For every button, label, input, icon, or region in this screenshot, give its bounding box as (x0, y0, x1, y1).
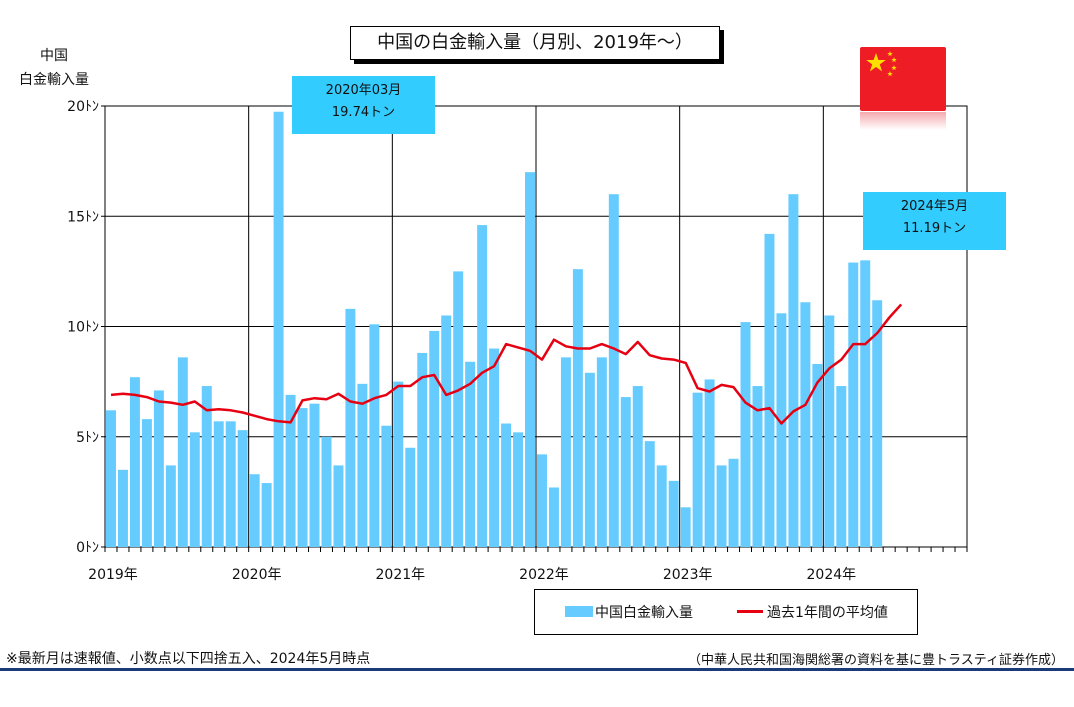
legend: 中国白金輸入量 過去1年間の平均値 (534, 589, 918, 635)
china-flag-icon (860, 47, 946, 111)
y-axis-title: 中国 白金輸入量 (14, 44, 94, 92)
bar (465, 361, 476, 547)
bar (716, 465, 727, 547)
bar (680, 507, 691, 547)
bar (393, 381, 404, 547)
callout-latest-date: 2024年5月 (900, 199, 969, 214)
x-tick-label: 2024年 (807, 567, 857, 583)
bottom-rule (0, 668, 1074, 671)
bar (357, 383, 368, 547)
bar (381, 425, 392, 547)
x-tick-label: 2019年 (88, 567, 138, 583)
bar (572, 269, 583, 547)
y-tick-label: 10ﾄﾝ (67, 320, 99, 336)
y-axis-title-line2: 白金輸入量 (19, 72, 89, 88)
x-tick-label: 2023年 (663, 567, 713, 583)
source-note: （中華人民共和国海関総署の資料を基に豊トラスティ証券作成） (688, 653, 1064, 668)
legend-bar-label: 中国白金輸入量 (595, 605, 693, 621)
bar (201, 386, 212, 547)
bar (285, 394, 296, 547)
bar (309, 403, 320, 547)
bar (860, 260, 871, 547)
bar (656, 465, 667, 547)
bar (596, 357, 607, 547)
bar (764, 233, 775, 547)
bar (249, 474, 260, 547)
y-tick-label: 15ﾄﾝ (67, 209, 99, 225)
bar (429, 330, 440, 547)
legend-bar-swatch (565, 606, 593, 617)
y-tick-label: 5ﾄﾝ (76, 430, 99, 446)
bar (345, 308, 356, 547)
bar (872, 300, 883, 547)
bar (489, 348, 500, 547)
moving-average-line (110, 303, 903, 425)
bar (704, 379, 715, 547)
bar (728, 458, 739, 547)
bar (501, 423, 512, 547)
legend-line-label: 過去1年間の平均値 (767, 605, 888, 621)
legend-line-swatch (737, 610, 763, 613)
bar (812, 363, 823, 547)
bar (417, 352, 428, 547)
bar (548, 487, 559, 547)
bar (177, 357, 188, 547)
y-tick-label: 20ﾄﾝ (67, 99, 99, 115)
bar (453, 271, 464, 547)
bar (632, 386, 643, 547)
bar (321, 436, 332, 547)
bar (692, 392, 703, 547)
bar (776, 313, 787, 547)
callout-peak-2020: 2020年03月 19.74トン (292, 76, 435, 134)
bar (477, 225, 488, 547)
x-tick-label: 2022年 (519, 567, 569, 583)
bar (800, 302, 811, 547)
callout-latest-2024: 2024年5月 11.19トン (863, 192, 1006, 250)
bar (117, 469, 128, 547)
y-tick-label: 0ﾄﾝ (76, 540, 99, 556)
bar (668, 480, 679, 547)
bar (333, 465, 344, 547)
bar (513, 432, 524, 547)
bar (106, 410, 116, 547)
bar (261, 483, 272, 547)
bar (560, 357, 571, 547)
callout-peak-value: 19.74トン (331, 105, 396, 120)
bar (836, 386, 847, 547)
bar (608, 194, 619, 547)
bar (405, 447, 416, 547)
bar (525, 172, 535, 547)
bar (644, 441, 655, 547)
bar (537, 454, 547, 547)
bar (129, 377, 140, 547)
callout-latest-value: 11.19トン (902, 221, 967, 236)
bar (273, 111, 284, 547)
bar (584, 372, 595, 547)
bar (369, 324, 380, 547)
bar (153, 390, 164, 547)
callout-peak-date: 2020年03月 (325, 83, 402, 98)
flag-reflection (860, 112, 946, 130)
bar (824, 315, 835, 547)
bar (441, 315, 452, 547)
footnote: ※最新月は速報値、小数点以下四捨五入、2024年5月時点 (6, 651, 371, 667)
bar (848, 262, 859, 547)
bar (752, 386, 763, 547)
x-tick-label: 2020年 (232, 567, 282, 583)
bar (141, 419, 152, 547)
bar (213, 421, 224, 547)
bar (788, 194, 799, 547)
y-axis-title-line1: 中国 (40, 48, 68, 64)
bar (237, 430, 248, 547)
bar (225, 421, 236, 547)
bar (165, 465, 176, 547)
chart-title: 中国の白金輸入量（月別、2019年～） (350, 26, 720, 60)
bar (620, 397, 631, 547)
bar (189, 432, 200, 547)
bar (297, 408, 308, 547)
bar (740, 322, 751, 547)
x-tick-label: 2021年 (376, 567, 426, 583)
